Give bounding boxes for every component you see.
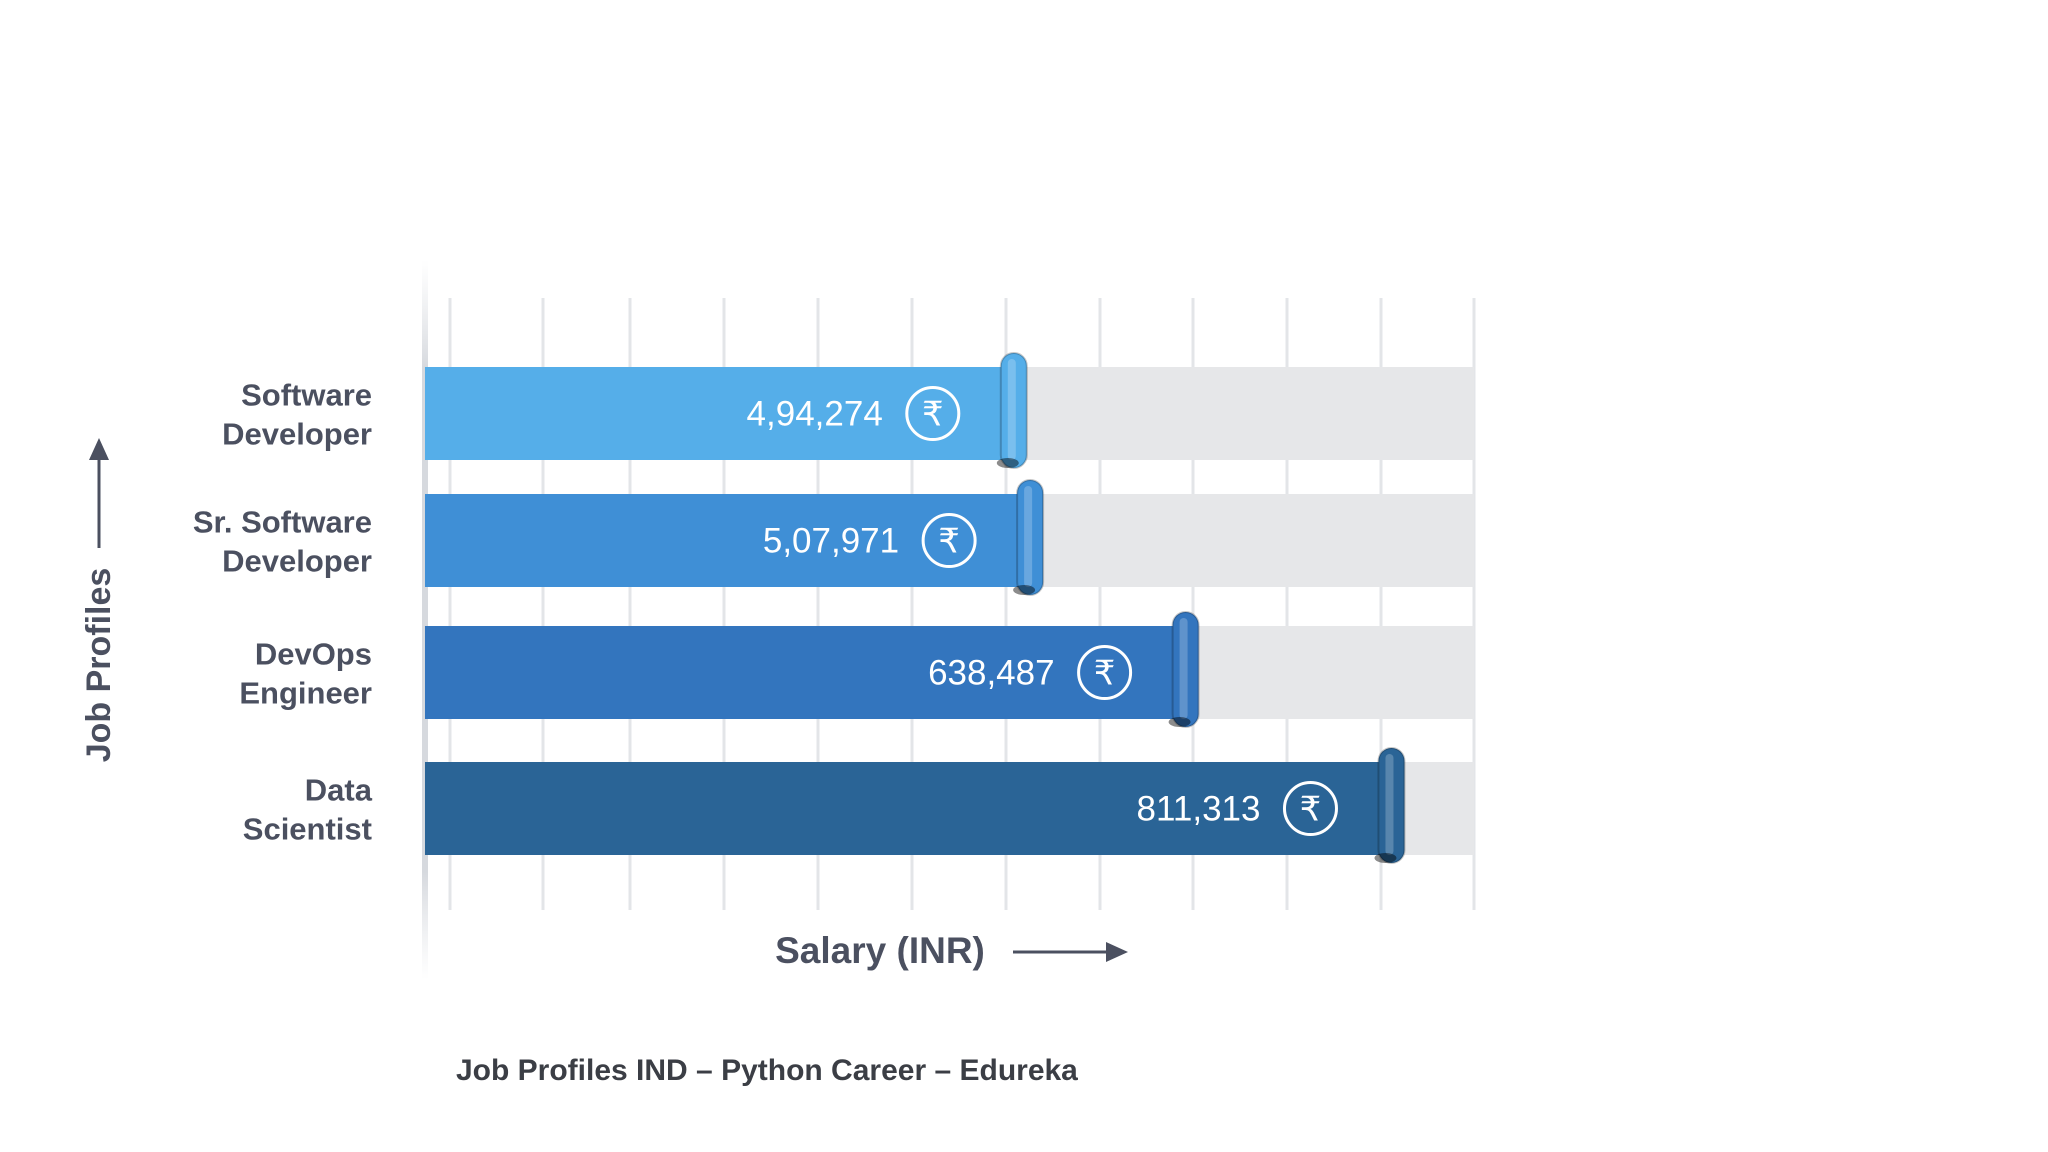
category-label: Data — [305, 773, 373, 808]
category-label: Developer — [222, 544, 372, 579]
rupee-symbol: ₹ — [1094, 654, 1116, 694]
chart-caption: Job Profiles IND – Python Career – Edure… — [456, 1054, 1078, 1087]
bar-scroll-cap — [999, 352, 1028, 469]
bar-value-label: 5,07,971 — [763, 522, 899, 561]
bar-scroll-cap — [1377, 747, 1406, 864]
bar-group: ₹4,94,274 — [425, 352, 1028, 469]
rupee-icon — [1282, 781, 1338, 836]
rupee-symbol: ₹ — [1300, 790, 1322, 830]
bar — [425, 626, 1186, 719]
rupee-symbol: ₹ — [922, 395, 944, 435]
category-label: Engineer — [239, 676, 372, 711]
bar-value-label: 638,487 — [928, 654, 1055, 693]
category-label: Developer — [222, 417, 372, 452]
y-axis-line — [422, 260, 428, 980]
bar — [425, 494, 1031, 587]
rupee-icon — [1077, 645, 1133, 700]
x-axis-title: Salary (INR) — [775, 930, 985, 971]
bar-scroll-curl — [1374, 853, 1397, 863]
category-labels: Software Developer Sr. Software Developer De… — [193, 378, 373, 847]
bar-value-label: 811,313 — [1137, 790, 1261, 829]
bar — [425, 762, 1392, 855]
bar-scroll-highlight — [1385, 754, 1394, 855]
rupee-icon — [905, 386, 961, 441]
x-axis-title-group: Salary (INR) — [775, 930, 1128, 971]
bar-scroll-cap — [1016, 479, 1045, 596]
category-label: Sr. Software — [193, 505, 372, 540]
bar-value-label: 4,94,274 — [747, 395, 883, 434]
y-axis-arrow-head — [89, 438, 109, 460]
rupee-symbol: ₹ — [938, 522, 960, 562]
bar-scroll-curl — [996, 458, 1019, 468]
bars: ₹4,94,274₹5,07,971₹638,487₹811,313 — [425, 352, 1406, 864]
bar-scroll-curl — [1013, 585, 1036, 595]
bar-scroll-curl — [1168, 717, 1191, 727]
bar-scroll-highlight — [1179, 618, 1188, 719]
category-label: Software — [241, 378, 372, 413]
y-axis-title: Job Profiles — [80, 568, 118, 763]
bar — [425, 367, 1014, 460]
bar-scroll-highlight — [1007, 359, 1016, 460]
category-label: Scientist — [243, 812, 372, 847]
rupee-icon — [921, 513, 977, 568]
bar-group: ₹5,07,971 — [425, 479, 1045, 596]
bar-group: ₹811,313 — [425, 747, 1406, 864]
bar-scroll-cap — [1171, 611, 1200, 728]
x-axis-arrow-head — [1106, 942, 1128, 962]
y-axis-title-group: Job Profiles — [80, 438, 118, 762]
category-label: DevOps — [255, 637, 372, 672]
bar-group: ₹638,487 — [425, 611, 1200, 728]
bar-scroll-highlight — [1024, 486, 1033, 587]
